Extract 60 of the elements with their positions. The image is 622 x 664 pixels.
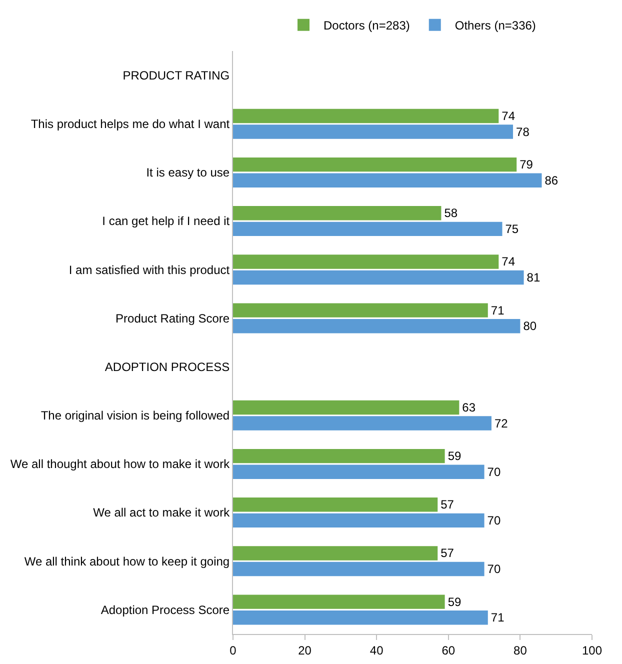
y-tick-label: We all thought about how to make it work (10, 457, 231, 472)
y-tick-label: We all act to make it work (93, 506, 231, 520)
bar (233, 124, 514, 139)
bar (233, 157, 517, 172)
data-label: 70 (487, 464, 501, 479)
bar (233, 562, 484, 576)
y-tick-label: Product Rating Score (116, 311, 230, 326)
bar (233, 303, 488, 318)
data-label: 79 (520, 158, 534, 172)
bar (233, 270, 524, 285)
bar (233, 319, 520, 334)
y-tick-label: I can get help if I need it (102, 214, 230, 228)
bar (233, 222, 502, 236)
bar (233, 464, 484, 479)
data-label: 71 (490, 610, 505, 625)
y-tick-label: It is easy to use (146, 166, 230, 180)
legend-label: Doctors (n=283) (324, 18, 410, 33)
data-label: 81 (526, 270, 540, 285)
bar (233, 448, 445, 464)
bar (233, 254, 499, 269)
bar (233, 206, 442, 220)
data-label: 74 (502, 108, 516, 123)
y-tick-label: I am satisfied with this product (68, 262, 230, 277)
bar (233, 108, 499, 124)
data-label: 71 (490, 303, 505, 318)
bar (233, 610, 488, 625)
x-tick-label: 80 (514, 643, 528, 658)
data-label: 70 (487, 562, 501, 576)
data-label: 58 (444, 206, 458, 220)
bar (233, 416, 492, 430)
bar (233, 173, 542, 188)
y-tick-label: This product helps me do what I want (30, 117, 230, 132)
data-label: 59 (448, 449, 462, 464)
y-tick-label: We all think about how to keep it going (24, 554, 230, 568)
data-label: 86 (544, 173, 558, 188)
x-tick-label: 40 (370, 643, 384, 658)
data-label: 57 (440, 546, 454, 560)
x-tick-label: 60 (442, 643, 456, 658)
data-label: 74 (502, 254, 516, 269)
data-label: 57 (440, 498, 454, 512)
x-tick-label: 0 (230, 643, 237, 658)
bar (233, 400, 460, 415)
x-tick-label: 100 (582, 643, 602, 658)
data-label: 75 (505, 222, 519, 236)
bar (233, 594, 445, 609)
legend-label: Others (n=336) (454, 18, 536, 33)
bar (233, 546, 438, 560)
bar (233, 513, 484, 528)
x-tick-label: 20 (298, 643, 312, 658)
y-tick-label: ADOPTION PROCESS (104, 360, 230, 374)
data-label: 80 (523, 319, 537, 334)
data-label: 70 (487, 513, 501, 528)
y-tick-label: The original vision is being followed (40, 408, 230, 423)
data-label: 78 (516, 124, 530, 139)
data-label: 59 (448, 594, 462, 609)
y-tick-label: Adoption Process Score (100, 602, 230, 617)
data-label: 63 (462, 400, 476, 414)
data-label: 72 (494, 416, 508, 430)
bar (233, 498, 438, 512)
y-tick-label: PRODUCT RATING (122, 68, 230, 82)
